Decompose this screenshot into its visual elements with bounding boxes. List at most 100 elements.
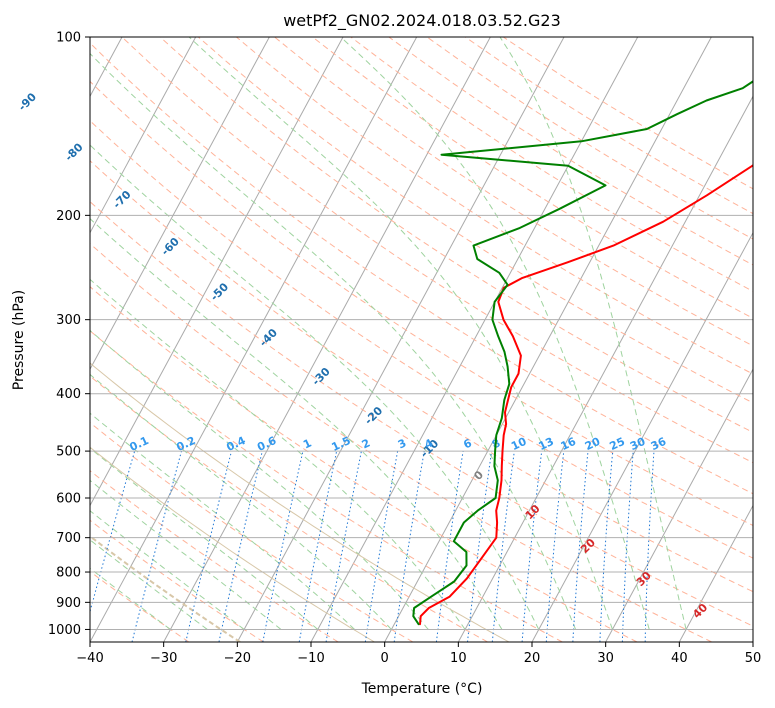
mixing-ratio-line — [621, 451, 634, 642]
isotherm-line — [90, 37, 344, 507]
moist-adiabat-line — [499, 37, 687, 630]
mixing-ratio-line — [521, 451, 543, 642]
mixing-ratio-label: 20 — [583, 435, 603, 453]
y-tick-label: 1000 — [48, 623, 81, 638]
dry-adiabat-line — [90, 422, 414, 642]
isotherm-line — [531, 231, 753, 642]
moist-adiabat-line — [90, 278, 466, 630]
dry-adiabat-line — [90, 80, 753, 527]
dry-adiabat-line — [236, 37, 753, 375]
x-tick-label: 50 — [745, 651, 762, 666]
saturation-curve — [90, 535, 241, 642]
x-tick-label: 20 — [524, 651, 541, 666]
isotherm-line — [163, 37, 491, 642]
mixing-ratio-line — [90, 450, 136, 614]
y-tick-label: 700 — [56, 531, 81, 546]
isotherm-label: -70 — [110, 188, 133, 211]
dry-adiabat-line — [426, 37, 753, 240]
y-axis-label: Pressure (hPa) — [11, 290, 27, 390]
dry-adiabat-line — [312, 37, 753, 319]
x-tick-label: −20 — [224, 651, 251, 666]
isotherm-label: 40 — [690, 601, 710, 621]
mixing-ratio-line — [185, 450, 232, 642]
dry-adiabat-line — [90, 243, 712, 642]
isotherm-label: -40 — [257, 326, 280, 349]
mixing-ratio-label: 25 — [608, 435, 627, 453]
dry-adiabat-line — [90, 42, 753, 495]
dry-adiabat-line — [121, 37, 753, 464]
y-tick-label: 900 — [56, 596, 81, 611]
mixing-ratio-line — [572, 451, 589, 642]
x-axis-ticks: −40 −30 −20 −10 0 10 20 30 40 50 — [76, 642, 761, 666]
x-tick-label: −30 — [150, 651, 177, 666]
x-tick-label: 0 — [381, 651, 389, 666]
isotherm-line — [752, 640, 753, 642]
moist-adiabat-line — [188, 37, 613, 630]
isotherm-line — [678, 504, 753, 642]
pressure-gridlines — [90, 37, 753, 630]
mixing-ratio-label: 16 — [559, 435, 579, 453]
y-tick-label: 600 — [56, 492, 81, 507]
background-lines — [90, 37, 753, 642]
sounding-traces — [412, 80, 753, 626]
isotherm-line — [457, 95, 753, 642]
y-tick-label: 200 — [56, 209, 81, 224]
y-tick-label: 100 — [56, 31, 81, 46]
isotherm-line — [90, 37, 270, 371]
dry-adiabat-line — [274, 37, 753, 347]
dry-adiabat-line — [90, 120, 753, 559]
x-axis-label: Temperature (°C) — [361, 681, 483, 697]
temperature-line — [419, 164, 753, 626]
moist-adiabat-line — [90, 144, 540, 630]
saturation-curve — [90, 446, 375, 642]
mixing-ratio-line — [545, 451, 565, 642]
moist-adiabat-line — [90, 373, 392, 630]
isotherm-line — [236, 37, 565, 642]
mixing-ratio-line — [218, 450, 263, 642]
isotherm-line — [384, 37, 712, 642]
dewpoint-line — [412, 80, 753, 626]
isotherm-line — [605, 368, 753, 642]
x-tick-label: −40 — [76, 651, 103, 666]
y-tick-label: 800 — [56, 566, 81, 581]
mixing-ratio-label: 2 — [360, 436, 372, 451]
isotherm-label: 0 — [471, 468, 486, 483]
moist-adiabat-line — [90, 447, 319, 630]
plot-frame — [89, 36, 754, 643]
chart-title: wetPf2_GN02.2024.018.03.52.G23 — [283, 11, 561, 31]
x-tick-label: −10 — [297, 651, 324, 666]
saturation-curve — [90, 362, 510, 642]
moist-adiabat-line — [90, 479, 282, 630]
mixing-ratio-label: 36 — [649, 435, 669, 453]
dry-adiabat-line — [90, 330, 563, 642]
dry-adiabat-line — [90, 375, 488, 642]
mixing-ratio-label: 30 — [628, 435, 648, 453]
dry-adiabat-line — [350, 37, 753, 292]
y-axis-ticks: 100 200 300 400 500 600 700 800 900 1000 — [48, 31, 90, 638]
dry-adiabat-line — [90, 470, 339, 642]
dry-adiabat-line — [90, 160, 753, 593]
mixing-ratio-label: 13 — [537, 435, 556, 453]
mixing-ratio-line — [435, 451, 464, 642]
isotherm-line — [90, 37, 418, 642]
isotherm-label: -80 — [62, 140, 85, 163]
dry-adiabat-line — [90, 285, 638, 642]
x-tick-label: 40 — [671, 651, 688, 666]
moist-adiabat-line — [90, 218, 503, 630]
isotherm-line — [90, 37, 197, 234]
mixing-ratio-line — [644, 451, 655, 642]
isotherm-label: 20 — [578, 536, 598, 556]
mixing-ratio-line — [262, 450, 304, 642]
dry-adiabat-line — [90, 201, 753, 627]
y-tick-label: 300 — [56, 313, 81, 328]
isotherm-label: -20 — [362, 404, 385, 427]
x-tick-label: 10 — [450, 651, 467, 666]
moist-adiabat-line — [90, 52, 577, 630]
mixing-ratio-label: 1 — [301, 436, 313, 451]
mixing-ratio-label: 10 — [509, 435, 529, 453]
dry-adiabat-line — [159, 37, 753, 433]
mixing-ratio-label: 6 — [461, 436, 474, 451]
isotherm-label: -50 — [208, 280, 231, 303]
moist-adiabat-line — [90, 329, 429, 630]
